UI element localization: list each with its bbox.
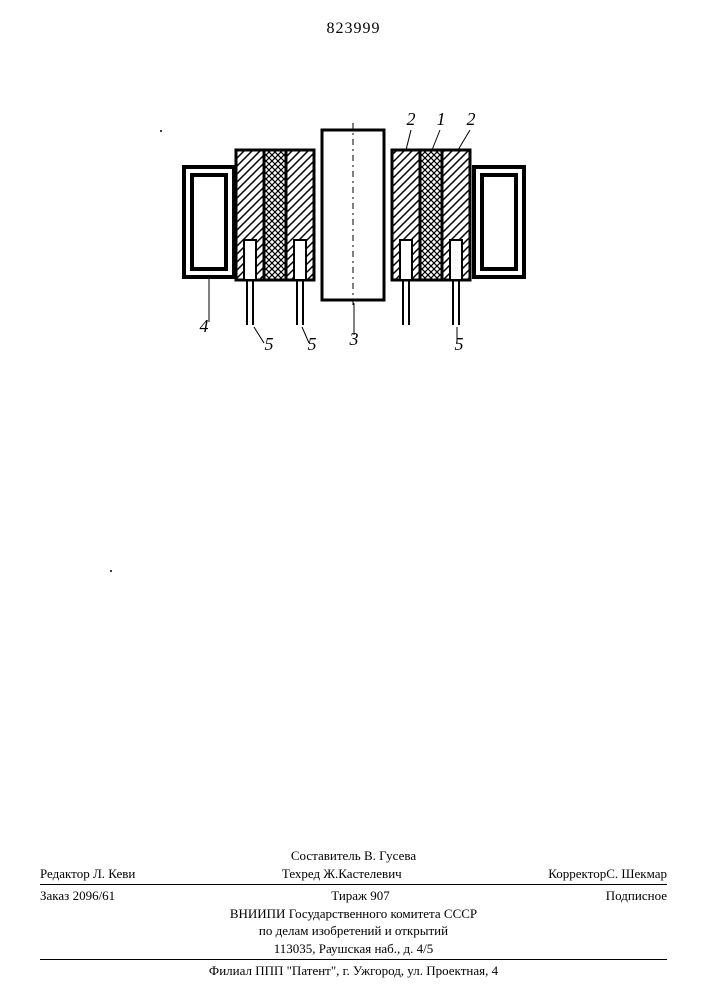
org-line-2: по делам изобретений и открытий bbox=[40, 922, 667, 940]
page: 823999 bbox=[0, 0, 707, 1000]
editor-label: Редактор bbox=[40, 866, 90, 881]
order-value: 2096/61 bbox=[73, 888, 116, 903]
techred-name: Ж.Кастелевич bbox=[323, 866, 401, 881]
subscription: Подписное bbox=[606, 887, 667, 905]
order-label: Заказ bbox=[40, 888, 69, 903]
diagram-label-3: 3 bbox=[348, 329, 358, 349]
circulation-label: Тираж bbox=[331, 888, 367, 903]
diagram-label-5c: 5 bbox=[454, 334, 463, 354]
footer-colophon: Составитель В. Гусева Редактор Л. Кеви Т… bbox=[40, 847, 667, 980]
technical-diagram: 1 3 4 2 2 5 5 5 bbox=[164, 95, 544, 380]
footer-order-row: Заказ 2096/61 Тираж 907 Подписное bbox=[40, 887, 667, 905]
diagram-label-2a: 2 bbox=[406, 109, 415, 129]
corrector-name: С. Шекмар bbox=[606, 866, 667, 881]
diagram-label-4: 4 bbox=[199, 316, 208, 336]
diagram-label-5a: 5 bbox=[264, 334, 273, 354]
circulation-value: 907 bbox=[370, 888, 390, 903]
diagram-label-1: 1 bbox=[436, 109, 445, 129]
divider bbox=[40, 884, 667, 885]
diagram-label-5b: 5 bbox=[307, 334, 316, 354]
compiler-label: Составитель bbox=[291, 848, 361, 863]
address-2: Филиал ППП "Патент", г. Ужгород, ул. Про… bbox=[40, 962, 667, 980]
footer-staff-row: Редактор Л. Кеви Техред Ж.Кастелевич Кор… bbox=[40, 865, 667, 883]
scan-speck bbox=[160, 130, 162, 132]
techred-label: Техред bbox=[282, 866, 320, 881]
divider bbox=[40, 959, 667, 960]
diagram-label-2b: 2 bbox=[466, 109, 475, 129]
address-1: 113035, Раушская наб., д. 4/5 bbox=[40, 940, 667, 958]
patent-number: 823999 bbox=[0, 20, 707, 38]
editor-name: Л. Кеви bbox=[93, 866, 135, 881]
corrector-label: Корректор bbox=[548, 866, 606, 881]
compiler-name: В. Гусева bbox=[364, 848, 416, 863]
org-line-1: ВНИИПИ Государственного комитета СССР bbox=[40, 905, 667, 923]
scan-speck bbox=[110, 570, 112, 572]
